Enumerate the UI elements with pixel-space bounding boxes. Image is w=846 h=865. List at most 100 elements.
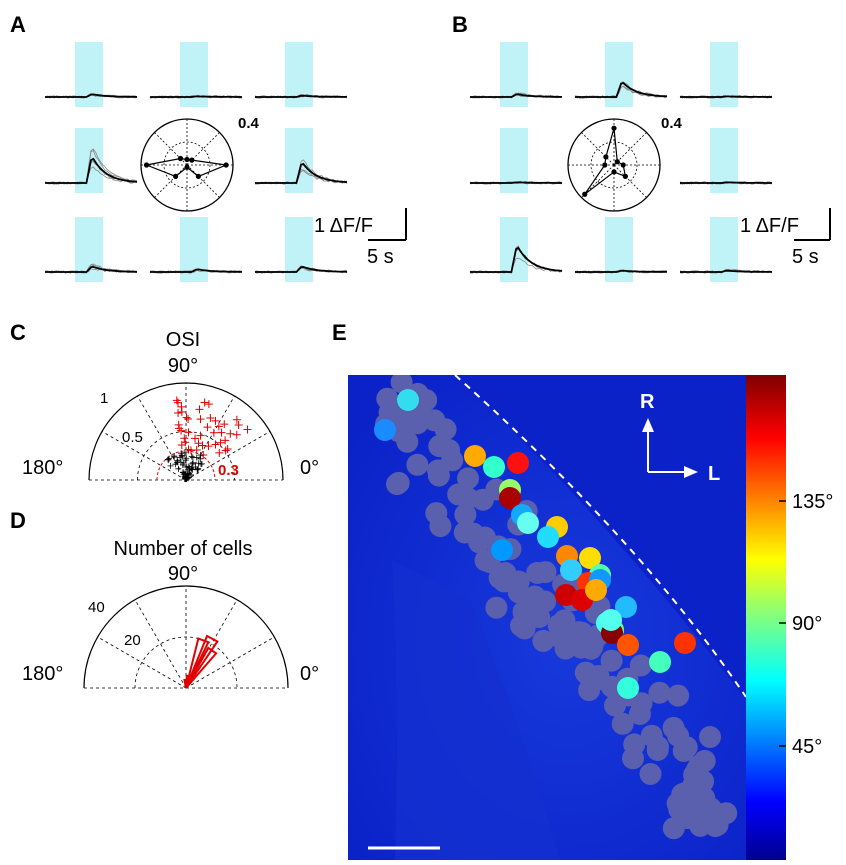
panel-c-spoke — [185, 431, 271, 481]
panel-a-scale-y-label: 1 ΔF/F — [314, 215, 373, 237]
tuning-point — [611, 125, 617, 131]
colorbar-tick-45: 45° — [792, 736, 822, 758]
cell-tuned — [560, 559, 582, 581]
cell-tuned — [617, 677, 639, 699]
cell-untuned — [532, 629, 555, 652]
osi-marker-selective — [172, 396, 181, 405]
osi-marker-selective — [177, 440, 186, 449]
cell-tuned — [397, 389, 419, 411]
osi-marker-selective — [184, 428, 193, 437]
osi-marker-nonselective — [186, 467, 193, 474]
osi-marker-nonselective — [164, 456, 171, 463]
arrow-up-icon — [642, 418, 654, 432]
colorbar — [746, 375, 786, 860]
panel-a-scale-bar — [368, 208, 407, 241]
cell-untuned — [699, 726, 721, 748]
histogram-wedge — [183, 678, 188, 689]
cell-untuned — [622, 747, 644, 770]
panel-d-r-label-20: 20 — [124, 632, 141, 649]
colorbar-ticks — [779, 500, 786, 747]
mean-trace — [150, 95, 242, 98]
osi-marker-nonselective — [166, 455, 173, 462]
cell-untuned — [676, 807, 699, 830]
osi-marker-selective — [191, 434, 200, 443]
cell-untuned — [574, 661, 597, 684]
tuning-point — [177, 155, 184, 162]
cell-untuned — [429, 515, 452, 538]
cell-untuned — [721, 861, 743, 865]
cell-tuned — [517, 512, 539, 534]
osi-marker-nonselective — [189, 460, 196, 467]
osi-marker-selective — [203, 423, 212, 432]
cell-untuned — [554, 637, 577, 660]
panel-d-angle-top: 90° — [168, 563, 198, 585]
mean-trace — [575, 81, 668, 98]
cell-untuned — [468, 531, 491, 554]
panel-label-c: C — [10, 320, 26, 345]
tuning-point — [184, 164, 190, 170]
osi-marker-nonselective — [185, 474, 192, 481]
cell-untuned — [454, 503, 477, 526]
tuning-point — [603, 154, 609, 160]
mean-trace — [150, 268, 242, 273]
osi-marker-nonselective — [189, 459, 196, 466]
histogram-wedge — [185, 634, 219, 689]
cell-untuned — [427, 464, 450, 487]
cell-untuned — [578, 679, 601, 702]
panel-d-spoke — [134, 599, 187, 689]
cell-untuned — [683, 764, 706, 786]
panel-c-semi-polar — [88, 382, 284, 483]
cell-tuned — [491, 539, 513, 561]
osi-marker-selective — [209, 428, 218, 437]
osi-marker-nonselective — [174, 457, 181, 464]
panel-d-spoke — [185, 599, 238, 689]
mean-trace — [470, 181, 562, 184]
panel-b-traces — [469, 42, 773, 282]
mean-trace — [470, 93, 562, 98]
panel-a-polar-max-label: 0.4 — [238, 115, 260, 132]
panel-label-a: A — [10, 12, 26, 37]
cell-untuned — [674, 782, 697, 805]
osi-marker-nonselective — [189, 454, 196, 461]
osi-marker-nonselective — [195, 465, 202, 472]
osi-marker-selective — [214, 422, 223, 431]
osi-marker-selective — [232, 415, 241, 424]
cell-tuned — [617, 634, 639, 656]
panel-b-polar-max-label: 0.4 — [661, 115, 683, 132]
osi-marker-nonselective — [183, 475, 190, 482]
tuning-point — [195, 173, 201, 179]
osi-marker-selective — [216, 438, 225, 447]
cell-untuned — [396, 430, 419, 453]
mean-trace — [470, 246, 563, 273]
cell-untuned — [507, 570, 530, 593]
histogram-wedge — [185, 646, 218, 689]
osi-marker-selective — [196, 431, 205, 440]
colorbar-tick-135: 135° — [792, 491, 833, 513]
panel-c-threshold-label: 0.3 — [218, 462, 239, 479]
tuning-point — [620, 162, 626, 168]
tuning-point — [189, 157, 195, 163]
cell-tuned — [674, 632, 696, 654]
cell-tuned — [374, 419, 396, 441]
tuning-point — [223, 162, 229, 168]
cell-tuned — [507, 452, 529, 474]
osi-marker-nonselective — [197, 455, 204, 462]
cell-untuned — [387, 471, 410, 494]
mean-trace — [45, 265, 138, 273]
cell-untuned — [406, 453, 429, 476]
cell-untuned — [639, 763, 662, 785]
arrow-right-label: L — [708, 463, 720, 485]
panel-d-outer-arc — [83, 585, 289, 689]
osi-marker-selective — [221, 436, 230, 445]
osi-marker-selective — [226, 429, 235, 438]
osi-marker-selective — [198, 441, 207, 450]
panel-d-title: Number of cells — [114, 538, 253, 560]
cell-untuned — [485, 596, 508, 619]
panel-b-polar-plot — [567, 118, 661, 212]
arrow-right-icon — [684, 466, 698, 478]
osi-marker-selective — [174, 408, 183, 417]
panel-c-r-label-1: 1 — [100, 390, 108, 407]
panel-c-angle-right: 0° — [300, 457, 319, 479]
mean-trace — [255, 162, 348, 184]
